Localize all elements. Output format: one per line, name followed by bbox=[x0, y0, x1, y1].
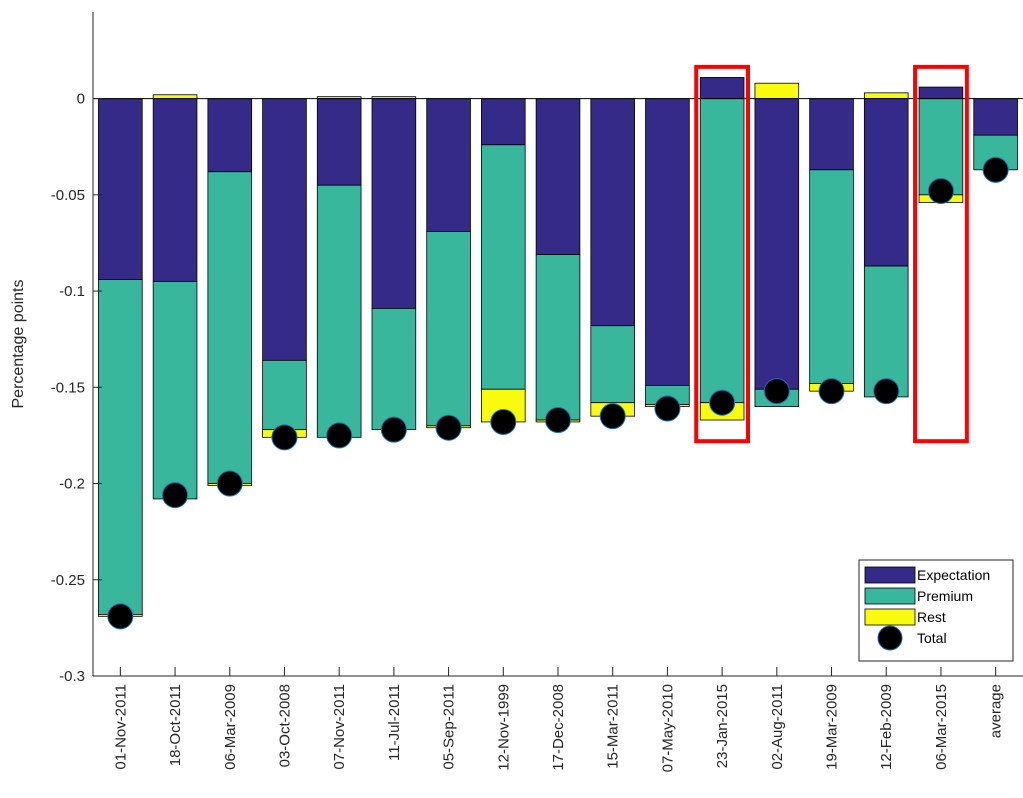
total-marker-14 bbox=[873, 378, 900, 405]
bar-expectation-6 bbox=[426, 98, 471, 232]
bar-expectation-14 bbox=[863, 98, 909, 267]
bar-premium-5 bbox=[371, 307, 417, 431]
x-tick-label-8: 17-Dec-2008 bbox=[550, 684, 567, 771]
total-marker-1 bbox=[162, 482, 189, 509]
y-tick-label-0: -0.3 bbox=[59, 668, 85, 685]
legend: Expectation Premium Rest Total bbox=[858, 559, 1014, 662]
legend-label-expectation: Expectation bbox=[917, 567, 990, 583]
bar-premium-3 bbox=[262, 359, 307, 431]
x-ticks: 01-Nov-2011 18-Oct-2011 06-Mar-2009 03-Oct-… bbox=[112, 667, 1005, 772]
bar-expectation-11 bbox=[699, 77, 745, 100]
y-axis-title: Percentage points bbox=[10, 280, 27, 409]
bar-premium-13 bbox=[809, 169, 854, 384]
total-marker-15 bbox=[927, 177, 954, 204]
y-tick-label-4: -0.1 bbox=[59, 283, 85, 300]
y-tick-label-2: -0.2 bbox=[59, 476, 85, 493]
total-marker-13 bbox=[818, 378, 845, 405]
total-marker-12 bbox=[763, 378, 790, 405]
highlight-box-1 bbox=[913, 64, 969, 444]
highlight-box-0 bbox=[694, 64, 750, 444]
x-tick-label-15: 06-Mar-2015 bbox=[933, 684, 950, 770]
x-tick-label-2: 06-Mar-2009 bbox=[222, 684, 239, 770]
bar-premium-11 bbox=[699, 98, 745, 404]
legend-swatch-premium bbox=[864, 587, 916, 605]
x-tick-label-6: 05-Sep-2011 bbox=[441, 684, 458, 770]
y-ticks: -0.3 -0.25 -0.2 -0.15 -0.1 -0.05 0 bbox=[51, 91, 102, 685]
y-tick-label-6: 0 bbox=[77, 91, 85, 108]
y-tick-label-3: -0.15 bbox=[51, 379, 85, 396]
x-tick-label-3: 03-Oct-2008 bbox=[276, 684, 293, 767]
y-tick-label-1: -0.25 bbox=[51, 572, 85, 589]
bar-expectation-16 bbox=[973, 98, 1018, 136]
x-tick-label-1: 18-Oct-2011 bbox=[167, 684, 184, 766]
total-marker-11 bbox=[709, 389, 736, 416]
bar-premium-14 bbox=[863, 265, 909, 398]
total-marker-9 bbox=[599, 403, 626, 430]
legend-label-total: Total bbox=[917, 630, 947, 646]
bar-premium-9 bbox=[590, 325, 635, 404]
total-marker-7 bbox=[490, 408, 517, 435]
x-tick-label-7: 12-Nov-1999 bbox=[495, 684, 512, 771]
bar-premium-8 bbox=[535, 254, 581, 421]
x-tick-label-12: 02-Aug-2011 bbox=[769, 684, 786, 770]
highlight-boxes-layer bbox=[694, 64, 969, 444]
bar-expectation-4 bbox=[316, 98, 362, 186]
x-tick-label-10: 07-May-2010 bbox=[659, 684, 676, 772]
total-markers-layer bbox=[107, 156, 1009, 630]
x-tick-label-5: 11-Jul-2011 bbox=[386, 684, 403, 761]
total-marker-8 bbox=[545, 407, 571, 434]
x-tick-label-13: 19-Mar-2009 bbox=[824, 684, 841, 770]
legend-swatch-expectation bbox=[864, 566, 916, 584]
y-tick-label-5: -0.05 bbox=[51, 187, 85, 204]
total-marker-6 bbox=[435, 414, 462, 441]
bar-expectation-0 bbox=[98, 98, 143, 280]
bar-premium-0 bbox=[98, 279, 143, 615]
bar-expectation-10 bbox=[645, 98, 690, 386]
bar-expectation-2 bbox=[207, 98, 253, 173]
bar-rest-1 bbox=[152, 94, 198, 100]
bars-layer bbox=[98, 77, 1018, 617]
x-tick-label-9: 15-Mar-2011 bbox=[605, 684, 622, 769]
legend-label-rest: Rest bbox=[917, 609, 946, 625]
bar-premium-1 bbox=[152, 281, 198, 500]
total-marker-2 bbox=[216, 470, 243, 497]
bar-rest-14 bbox=[863, 92, 909, 100]
bar-premium-2 bbox=[207, 171, 253, 484]
x-tick-label-0: 01-Nov-2011 bbox=[112, 684, 129, 770]
total-marker-10 bbox=[654, 395, 681, 422]
x-tick-label-16: average bbox=[988, 684, 1005, 738]
total-marker-3 bbox=[271, 424, 298, 451]
legend-swatch-rest bbox=[864, 608, 916, 626]
total-marker-16 bbox=[982, 156, 1009, 183]
x-tick-label-4: 07-Nov-2011 bbox=[331, 684, 348, 770]
x-tick-label-14: 12-Feb-2009 bbox=[878, 684, 895, 770]
bar-expectation-12 bbox=[754, 98, 800, 390]
legend-swatch-total bbox=[877, 625, 903, 651]
bar-premium-7 bbox=[481, 144, 526, 390]
bar-premium-4 bbox=[316, 184, 362, 438]
legend-label-premium: Premium bbox=[917, 588, 973, 604]
total-marker-0 bbox=[107, 603, 134, 630]
total-marker-5 bbox=[380, 416, 407, 443]
bar-rest-12 bbox=[754, 82, 800, 100]
bar-expectation-13 bbox=[809, 98, 854, 171]
total-marker-4 bbox=[326, 422, 353, 449]
bar-expectation-15 bbox=[918, 86, 964, 100]
bar-expectation-7 bbox=[481, 98, 526, 146]
bar-expectation-8 bbox=[535, 98, 581, 255]
bar-expectation-5 bbox=[371, 98, 417, 309]
bar-expectation-3 bbox=[262, 98, 307, 361]
bar-expectation-9 bbox=[590, 98, 635, 327]
bar-expectation-1 bbox=[152, 98, 198, 282]
bar-premium-6 bbox=[426, 231, 471, 427]
x-tick-label-11: 23-Jan-2015 bbox=[714, 684, 731, 768]
